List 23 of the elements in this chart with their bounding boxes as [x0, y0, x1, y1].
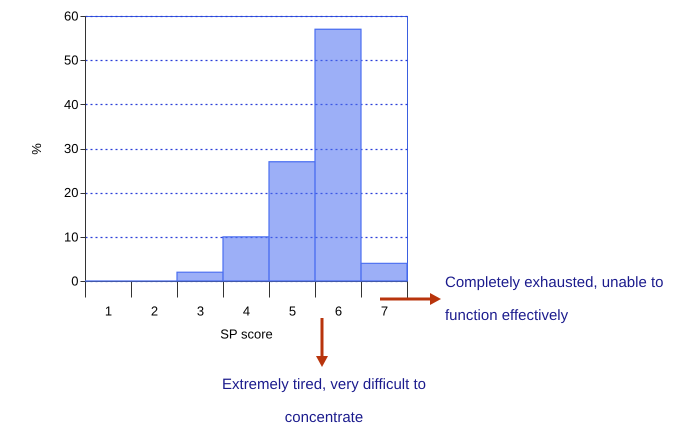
- x-tick-label: 5: [288, 304, 296, 318]
- y-tick-label: 60: [64, 8, 78, 24]
- y-tick-label: 40: [64, 96, 78, 112]
- bar: [314, 28, 362, 282]
- x-tick-label: 2: [150, 304, 158, 318]
- x-axis-title: SP score: [220, 326, 273, 342]
- x-tick-label: 1: [104, 304, 112, 318]
- bar: [222, 236, 270, 282]
- x-tick-label: 7: [380, 304, 388, 318]
- x-tick-label: 3: [196, 304, 204, 318]
- bar: [176, 272, 224, 282]
- y-tick-label: 10: [64, 229, 78, 244]
- text: Extremely tired, very difficult to concentrate: [221, 375, 427, 426]
- y-tick-label: 20: [64, 185, 78, 200]
- y-axis-title: %: [29, 142, 44, 155]
- y-tick-label: 0: [71, 274, 78, 288]
- text: Completely exhausted, unable to function effectively: [445, 273, 664, 326]
- x-tick-label: 6: [334, 304, 342, 318]
- x-tick-label: 4: [242, 304, 250, 318]
- y-tick-label: 30: [64, 141, 78, 156]
- bar: [268, 161, 316, 282]
- y-tick-label: 50: [64, 52, 78, 68]
- bar: [360, 262, 408, 282]
